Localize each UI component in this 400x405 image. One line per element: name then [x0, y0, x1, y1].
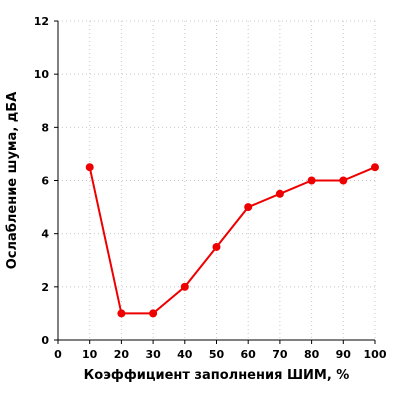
x-tick-labels: 0 10 20 30 40 50 60 70 80 90 100	[54, 348, 387, 361]
y-tick-label: 0	[41, 334, 49, 347]
series-group	[85, 163, 379, 318]
y-tick-label: 8	[41, 121, 49, 134]
data-point	[339, 176, 348, 185]
x-tick-label: 0	[54, 348, 62, 361]
y-tick-label: 6	[41, 175, 49, 188]
y-tick-labels: 0 2 4 6 8 10 12	[34, 15, 50, 347]
data-point	[117, 309, 126, 318]
y-tick-label: 12	[34, 15, 49, 28]
x-tick-label: 10	[82, 348, 98, 361]
x-tick-label: 100	[364, 348, 387, 361]
data-point	[244, 203, 253, 212]
x-tick-label: 40	[177, 348, 193, 361]
x-tick-label: 50	[209, 348, 225, 361]
series	[85, 163, 379, 318]
x-tick-label: 30	[145, 348, 161, 361]
x-tick-label: 60	[241, 348, 257, 361]
data-point	[371, 163, 379, 172]
x-tick-label: 80	[304, 348, 320, 361]
x-tick-label: 90	[336, 348, 352, 361]
y-tick-label: 2	[41, 281, 49, 294]
y-axis-title: Ослабление шума, дБА	[5, 92, 20, 270]
tick-marks	[54, 20, 376, 344]
series-line	[88, 166, 376, 315]
data-point	[149, 309, 158, 318]
data-point	[307, 176, 316, 185]
x-tick-label: 20	[114, 348, 130, 361]
data-point	[85, 163, 94, 172]
y-tick-label: 4	[41, 228, 49, 241]
data-point	[275, 189, 284, 198]
y-tick-label: 10	[34, 68, 50, 81]
data-point	[180, 282, 189, 291]
x-axis-title: Коэффициент заполнения ШИМ, %	[84, 368, 350, 383]
x-tick-label: 70	[272, 348, 288, 361]
data-point	[212, 242, 221, 251]
